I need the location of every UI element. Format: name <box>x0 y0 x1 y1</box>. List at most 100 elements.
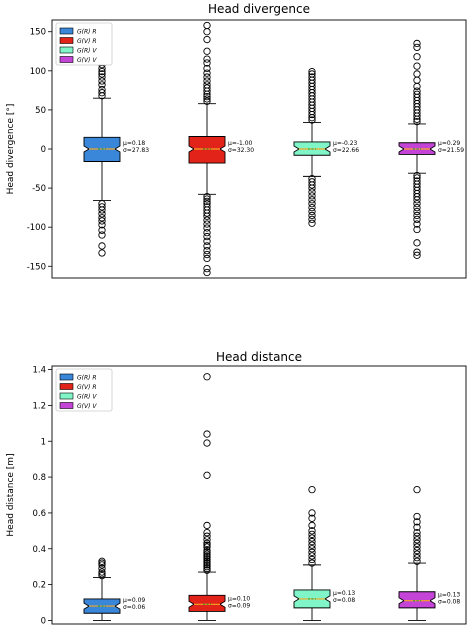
plot-frame <box>51 19 467 279</box>
outlier-point <box>203 28 211 36</box>
outlier-point <box>98 559 106 567</box>
outlier-point <box>203 373 211 381</box>
outlier-point <box>308 527 316 535</box>
outlier-point <box>98 89 106 97</box>
outlier-point <box>203 193 211 201</box>
outlier-point <box>203 264 211 273</box>
legend-label: G(V) V <box>77 403 97 410</box>
outlier-point <box>308 181 316 189</box>
box-g-r-v: μ=-0.23σ=22.66 <box>293 67 359 227</box>
outlier-point <box>308 545 316 553</box>
outlier-point <box>308 537 316 546</box>
outlier-point <box>203 209 211 217</box>
chart-panel-1: Head divergence Head divergence [°] 150 100… <box>6 2 467 279</box>
stats-annotation: σ=21.59 <box>438 147 464 154</box>
outlier-point <box>98 242 106 250</box>
legend-label: G(R) V <box>77 48 97 55</box>
box-g-r-r: μ=0.18σ=27.83 <box>83 31 149 257</box>
outlier-point <box>203 21 211 30</box>
outlier-point <box>203 246 211 255</box>
outlier-point <box>203 563 211 571</box>
outlier-point <box>413 82 421 91</box>
outlier-point <box>413 543 421 551</box>
outlier-point <box>308 207 316 216</box>
outlier-point <box>203 195 211 203</box>
stats-annotation: σ=27.83 <box>123 147 149 154</box>
outlier-point <box>203 548 211 556</box>
outlier-point <box>98 226 106 234</box>
y-tick-label: 0 <box>41 616 46 626</box>
box-g-v-v: μ=0.29σ=21.59 <box>398 39 464 259</box>
outlier-point <box>203 528 211 537</box>
box-g-v-v: μ=0.13σ=0.08 <box>398 485 460 621</box>
outlier-point <box>413 215 421 224</box>
outlier-point <box>413 550 421 558</box>
outlier-point <box>203 539 211 548</box>
outlier-point <box>203 237 211 245</box>
stats-annotation: σ=0.08 <box>333 597 355 604</box>
outlier-point <box>203 557 211 565</box>
outlier-point <box>413 557 421 565</box>
y-tick-label: 0.6 <box>32 509 46 519</box>
stats-annotation: μ=0.10 <box>228 595 250 602</box>
outlier-point <box>98 85 106 94</box>
outlier-point <box>308 559 316 567</box>
outlier-point <box>413 76 421 84</box>
outlier-point <box>203 77 211 85</box>
outlier-point <box>203 541 211 549</box>
outlier-point <box>203 250 211 259</box>
outlier-point <box>413 523 421 531</box>
outlier-point <box>413 546 421 555</box>
outlier-point <box>203 232 211 241</box>
box-g-r-r: μ=0.09σ=0.06 <box>83 557 145 621</box>
outlier-point <box>203 92 211 101</box>
y-tick-label: 150 <box>30 28 46 38</box>
outlier-point <box>413 539 421 548</box>
outlier-point <box>308 73 316 81</box>
box-g-v-r: μ=-1.00σ=32.30 <box>188 21 254 277</box>
outlier-point <box>203 47 211 55</box>
legend-label: G(R) V <box>77 394 97 401</box>
stats-annotation: σ=22.66 <box>333 147 359 154</box>
outlier-point <box>308 211 316 220</box>
stats-annotation: μ=0.13 <box>333 590 355 597</box>
outlier-point <box>203 268 211 277</box>
y-tick-label: -100 <box>27 223 46 233</box>
outlier-point <box>98 217 106 225</box>
legend-swatch <box>59 37 74 44</box>
outlier-point <box>203 439 211 447</box>
outlier-point <box>203 254 211 263</box>
outlier-point <box>308 184 316 192</box>
outlier-point <box>308 485 316 494</box>
outlier-point <box>308 203 316 212</box>
outlier-point <box>308 548 316 556</box>
y-tick-label: 0.4 <box>32 545 46 555</box>
legend-swatch <box>59 27 74 35</box>
stats-annotation: μ=0.18 <box>123 140 145 147</box>
y-tick-label: 0 <box>41 145 46 155</box>
outlier-point <box>98 73 106 81</box>
y-tick-label: -150 <box>27 262 46 272</box>
stats-annotation: μ=0.09 <box>123 597 145 604</box>
box-body <box>188 136 226 164</box>
outlier-point <box>203 69 211 77</box>
chart-panel-2: Head distance Head distance [m] 1.4 1.2 1 0.8… <box>6 350 467 626</box>
outlier-point <box>413 512 421 521</box>
y-tick-label: -50 <box>32 184 46 194</box>
outlier-point <box>203 536 211 544</box>
outlier-point <box>308 116 316 124</box>
outlier-point <box>413 211 421 220</box>
outlier-point <box>98 570 106 578</box>
outlier-point <box>308 67 316 76</box>
outlier-point <box>413 554 421 562</box>
outlier-point <box>413 53 421 61</box>
outlier-point <box>413 196 421 204</box>
y-tick-label: 50 <box>35 106 46 116</box>
outlier-point <box>98 206 106 214</box>
outlier-point <box>413 200 421 208</box>
outlier-point <box>98 214 106 222</box>
outlier-point <box>98 221 106 229</box>
outlier-point <box>413 251 421 259</box>
outlier-point <box>413 518 421 526</box>
